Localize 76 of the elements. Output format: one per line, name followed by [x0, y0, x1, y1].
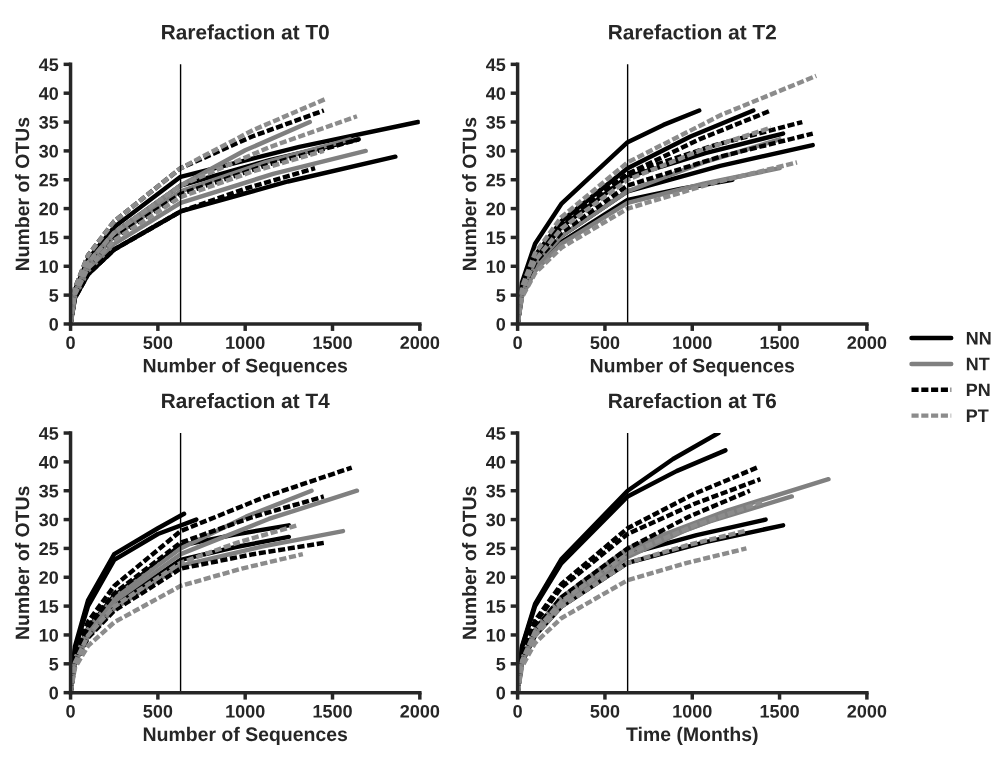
chart-title: Rarefaction at T0: [162, 24, 329, 40]
y-tick-label: 0: [496, 686, 506, 700]
y-tick-label: 10: [486, 628, 506, 642]
y-tick-label: 10: [39, 628, 59, 642]
chart-title: Rarefaction at T4: [162, 392, 330, 409]
x-tick-label: 2000: [400, 336, 440, 350]
x-axis-title: Time (Months): [626, 726, 758, 745]
y-tick-label: 15: [486, 600, 506, 613]
x-axis-title: Number of Sequences: [143, 726, 348, 745]
y-tick-label: 5: [496, 657, 506, 671]
y-axis-title: Number of OTUs: [462, 486, 477, 639]
y-tick-label: 0: [49, 317, 59, 331]
x-tick-label: 1000: [226, 704, 265, 718]
y-tick-label: 20: [486, 202, 506, 216]
legend-label: PT: [966, 409, 989, 422]
y-tick-label: 30: [486, 144, 506, 158]
x-axis-title: Number of Sequences: [590, 358, 795, 377]
y-tick-label: 45: [486, 58, 506, 72]
y-tick-label: 25: [39, 173, 59, 187]
y-tick-label: 15: [39, 600, 59, 613]
x-tick-label: 0: [513, 336, 522, 350]
y-tick-label: 35: [486, 115, 506, 129]
x-tick-label: 1000: [673, 336, 712, 350]
y-tick-label: 40: [38, 87, 59, 100]
y-tick-label: 20: [39, 202, 59, 216]
y-tick-label: 35: [39, 115, 59, 129]
y-tick-label: 15: [39, 231, 59, 245]
x-tick-label: 500: [590, 704, 620, 718]
x-tick-label: 1500: [760, 336, 799, 350]
y-tick-label: 25: [486, 173, 506, 187]
y-tick-label: 40: [486, 455, 506, 469]
chart-title: Rarefaction at T2: [609, 24, 776, 40]
y-tick-label: 25: [39, 542, 59, 556]
legend-label: PN: [966, 383, 990, 397]
x-tick-label: 1500: [313, 704, 352, 718]
y-tick-label: 0: [496, 317, 506, 331]
y-axis-title: Number of OTUs: [14, 117, 30, 271]
y-tick-label: 30: [39, 513, 59, 527]
x-axis-title: Number of Sequences: [143, 358, 348, 377]
y-tick-label: 45: [38, 58, 59, 72]
x-tick-label: 0: [513, 704, 522, 718]
y-tick-label: 35: [486, 484, 506, 498]
y-tick-label: 35: [39, 484, 59, 498]
y-tick-label: 40: [38, 455, 59, 469]
x-tick-label: 2000: [847, 704, 887, 718]
x-tick-label: 1500: [760, 704, 799, 718]
x-tick-label: 500: [590, 336, 620, 350]
y-tick-label: 5: [49, 657, 59, 671]
chart-title: Rarefaction at T6: [609, 392, 777, 409]
x-tick-label: 2000: [847, 336, 887, 350]
x-tick-label: 0: [66, 704, 75, 718]
y-tick-label: 20: [39, 571, 59, 584]
y-axis-title: Number of OTUs: [14, 486, 30, 639]
legend-label: NT: [966, 357, 990, 371]
x-tick-label: 0: [66, 336, 75, 350]
x-tick-label: 500: [143, 336, 173, 350]
y-tick-label: 10: [486, 260, 506, 273]
y-tick-label: 15: [486, 231, 506, 245]
y-tick-label: 0: [49, 686, 59, 700]
y-tick-label: 20: [486, 571, 506, 584]
y-tick-label: 45: [486, 427, 506, 440]
y-tick-label: 25: [486, 542, 506, 556]
y-tick-label: 10: [39, 260, 59, 273]
legend-label: NN: [966, 331, 991, 345]
x-tick-label: 2000: [400, 704, 440, 718]
y-tick-label: 40: [486, 87, 506, 100]
y-tick-label: 30: [486, 513, 506, 527]
y-tick-label: 45: [38, 427, 59, 440]
y-tick-label: 5: [496, 289, 506, 302]
y-tick-label: 5: [49, 289, 59, 302]
x-tick-label: 1500: [313, 336, 352, 350]
x-tick-label: 1000: [673, 704, 712, 718]
x-tick-label: 500: [143, 704, 173, 718]
x-tick-label: 1000: [226, 336, 265, 350]
y-axis-title: Number of OTUs: [462, 117, 477, 271]
y-tick-label: 30: [39, 144, 59, 158]
